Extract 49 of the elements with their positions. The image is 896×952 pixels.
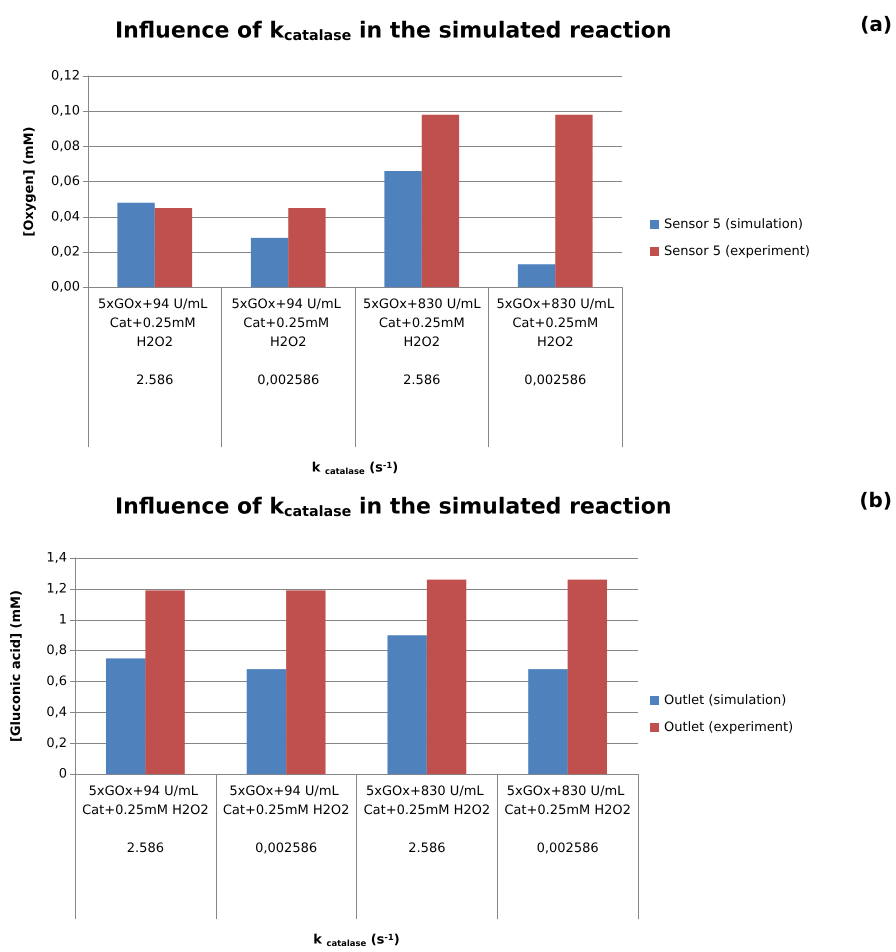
y-tick-label: 1,2	[46, 581, 67, 596]
category-label: 5xGOx+94 U/mL Cat+0.25mM H2O2 2.586	[98, 297, 208, 388]
y-tick-label: 1,4	[46, 550, 67, 566]
category-label: 5xGOx+830 U/mL Cat+0.25mM H2O2 2.586	[362, 297, 481, 388]
bar	[250, 238, 288, 288]
bar	[422, 114, 460, 288]
bar	[106, 658, 146, 774]
legend-label: Sensor 5 (experiment)	[664, 244, 810, 259]
y-tick-label: 0,04	[51, 209, 80, 224]
legend-label: Sensor 5 (simulation)	[664, 217, 804, 232]
chart-title: Influence of kcatalase in the simulated reaction	[115, 18, 672, 44]
bar	[555, 114, 593, 288]
bar	[154, 208, 192, 288]
text: (a)	[860, 12, 892, 36]
bar	[286, 590, 326, 774]
y-tick-label: 0,06	[51, 174, 80, 190]
bar	[387, 635, 427, 774]
category-label: 5xGOx+94 U/mL Cat+0.25mM H2O2 0,002586	[222, 784, 350, 856]
bar	[288, 208, 326, 288]
y-axis-title: [Gluconic acid] (mM)	[9, 590, 24, 742]
category-label: 5xGOx+830 U/mL Cat+0.25mM H2O2 0,002586	[496, 297, 614, 388]
category-label: 5xGOx+830 U/mL Cat+0.25mM H2O2 0,002586	[504, 784, 631, 856]
y-tick-label: 0,6	[46, 674, 67, 690]
legend-label: Outlet (simulation)	[664, 693, 786, 708]
bar	[568, 580, 608, 774]
y-axis-title: [Oxygen] (mM)	[22, 126, 37, 237]
y-tick-label: 0,00	[51, 280, 80, 295]
category-label: 5xGOx+94 U/mL Cat+0.25mM H2O2 0,002586	[232, 297, 341, 388]
y-tick-label: 0,8	[46, 643, 67, 658]
y-tick-label: 0,4	[46, 704, 67, 720]
bar	[426, 580, 466, 774]
y-tick-label: 0,2	[46, 736, 67, 751]
bar	[518, 264, 556, 288]
bar	[117, 202, 155, 288]
bar	[246, 669, 286, 774]
y-tick-label: 0,10	[51, 104, 80, 119]
y-tick-label: 0,12	[51, 68, 80, 84]
y-tick-label: 0,02	[51, 244, 80, 260]
chart-title: Influence of kcatalase in the simulated reaction	[115, 494, 672, 520]
y-tick-label: 0,08	[51, 138, 80, 154]
bar	[384, 171, 422, 288]
bar	[528, 669, 568, 774]
y-tick-label: 0	[58, 766, 67, 782]
text: (b)	[859, 488, 892, 512]
y-tick-label: 1	[58, 612, 67, 628]
legend-label: Outlet (experiment)	[664, 720, 794, 735]
category-label: 5xGOx+830 U/mL Cat+0.25mM H2O2 2.586	[364, 784, 490, 856]
category-label: 5xGOx+94 U/mL Cat+0.25mM H2O2 2.586	[82, 784, 209, 856]
bar	[145, 590, 185, 774]
